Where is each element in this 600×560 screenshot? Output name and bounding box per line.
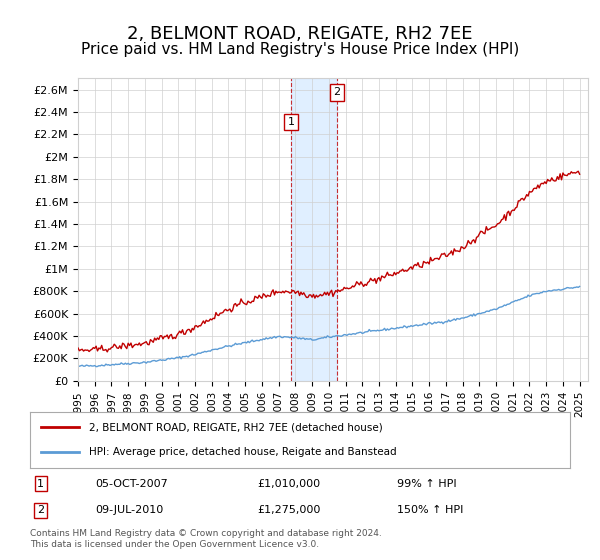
Text: 1: 1 bbox=[287, 117, 295, 127]
Text: 2, BELMONT ROAD, REIGATE, RH2 7EE (detached house): 2, BELMONT ROAD, REIGATE, RH2 7EE (detac… bbox=[89, 422, 383, 432]
Text: 1: 1 bbox=[37, 479, 44, 489]
Text: 09-JUL-2010: 09-JUL-2010 bbox=[95, 505, 163, 515]
Text: Contains HM Land Registry data © Crown copyright and database right 2024.
This d: Contains HM Land Registry data © Crown c… bbox=[30, 529, 382, 549]
Text: 99% ↑ HPI: 99% ↑ HPI bbox=[397, 479, 457, 489]
Bar bbox=[291, 78, 337, 381]
Text: 05-OCT-2007: 05-OCT-2007 bbox=[95, 479, 167, 489]
Text: Price paid vs. HM Land Registry's House Price Index (HPI): Price paid vs. HM Land Registry's House … bbox=[81, 42, 519, 57]
Text: HPI: Average price, detached house, Reigate and Banstead: HPI: Average price, detached house, Reig… bbox=[89, 447, 397, 457]
Text: 150% ↑ HPI: 150% ↑ HPI bbox=[397, 505, 464, 515]
Text: £1,010,000: £1,010,000 bbox=[257, 479, 320, 489]
Text: 2, BELMONT ROAD, REIGATE, RH2 7EE: 2, BELMONT ROAD, REIGATE, RH2 7EE bbox=[127, 25, 473, 43]
Text: £1,275,000: £1,275,000 bbox=[257, 505, 320, 515]
Text: 2: 2 bbox=[37, 505, 44, 515]
Text: 2: 2 bbox=[334, 87, 341, 97]
